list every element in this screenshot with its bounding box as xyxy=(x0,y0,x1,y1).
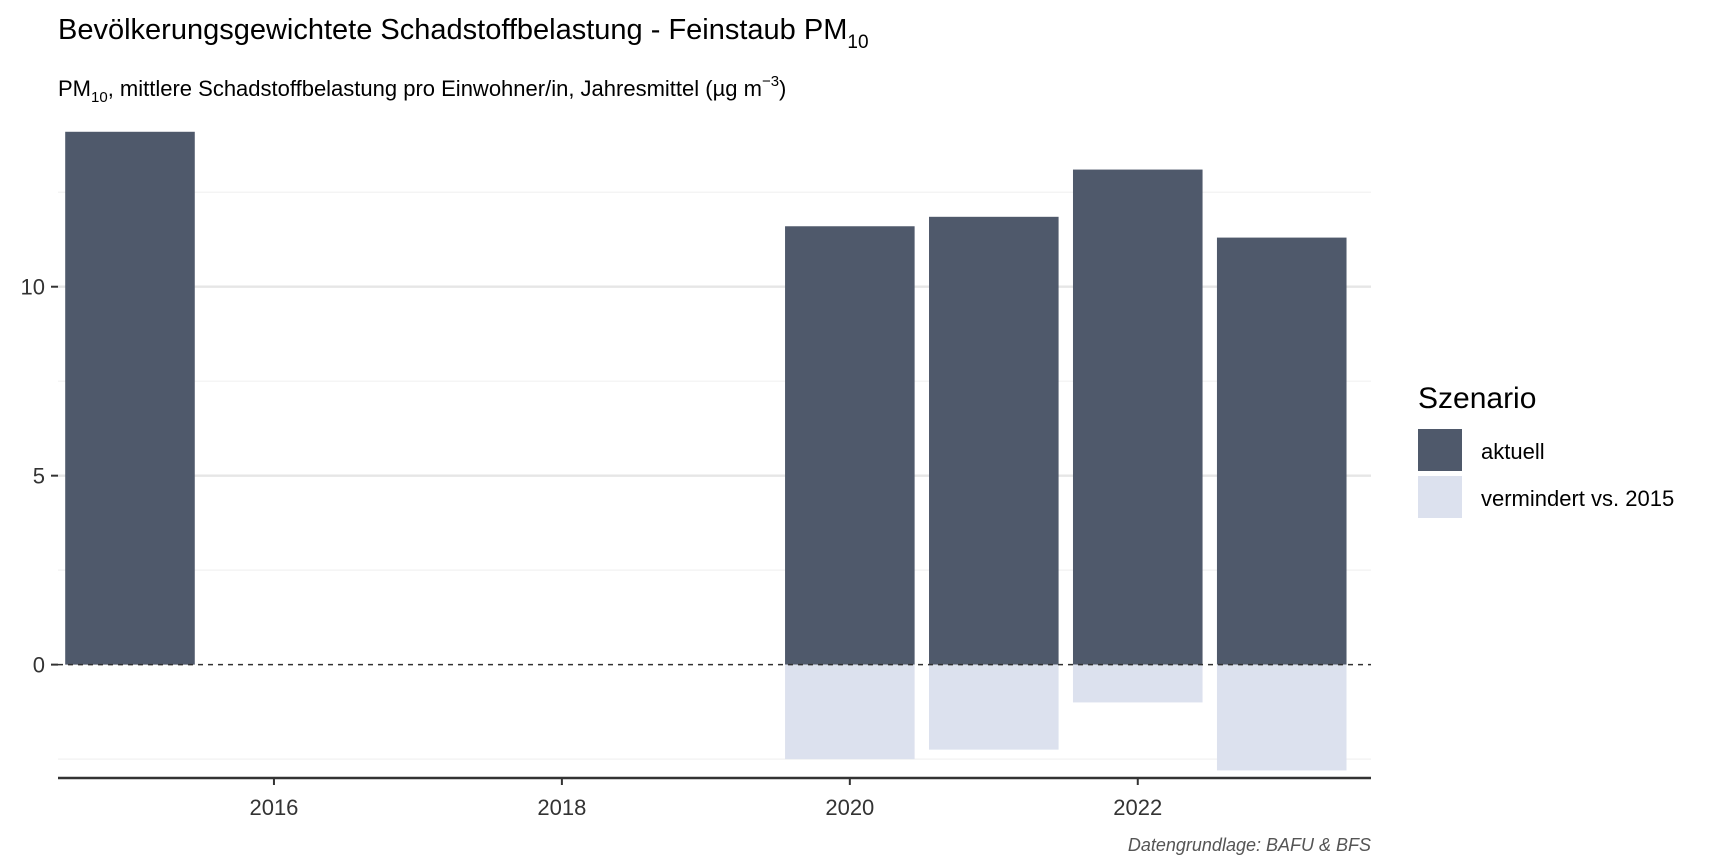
x-tick-label: 2020 xyxy=(825,795,874,820)
bar-aktuell-2020 xyxy=(785,226,915,665)
y-tick-label: 5 xyxy=(33,464,45,489)
legend-label-vermindert: vermindert vs. 2015 xyxy=(1481,486,1674,511)
caption: Datengrundlage: BAFU & BFS xyxy=(1128,835,1371,855)
legend-swatch-vermindert xyxy=(1418,476,1462,518)
legend-swatch-aktuell xyxy=(1418,429,1462,471)
bar-aktuell-2021 xyxy=(929,216,1059,665)
legend: Szenario aktuell vermindert vs. 2015 xyxy=(1418,382,1674,518)
chart-title: Bevölkerungsgewichtete Schadstoffbelastu… xyxy=(58,14,869,53)
tick-labels: 2016 2018 2020 2022 0 5 10 xyxy=(21,275,1163,820)
legend-title: Szenario xyxy=(1418,382,1536,415)
bar-aktuell-2015 xyxy=(65,131,195,665)
chart-subtitle: PM10, mittlere Schadstoffbelastung pro E… xyxy=(58,73,786,106)
bars xyxy=(65,131,1347,771)
bar-aktuell-2022 xyxy=(1072,169,1203,665)
legend-label-aktuell: aktuell xyxy=(1481,439,1545,464)
bar-aktuell-2023 xyxy=(1216,237,1347,665)
grid-lines xyxy=(58,191,1371,760)
bar-vermindert-2023 xyxy=(1216,664,1347,771)
bar-vermindert-2021 xyxy=(929,664,1059,750)
bar-vermindert-2022 xyxy=(1072,664,1203,703)
x-tick-label: 2016 xyxy=(249,795,298,820)
bar-vermindert-2020 xyxy=(785,664,915,760)
axes xyxy=(51,285,1371,785)
y-tick-label: 10 xyxy=(21,275,45,300)
x-tick-label: 2022 xyxy=(1113,795,1162,820)
y-tick-label: 0 xyxy=(33,653,45,678)
x-tick-label: 2018 xyxy=(537,795,586,820)
